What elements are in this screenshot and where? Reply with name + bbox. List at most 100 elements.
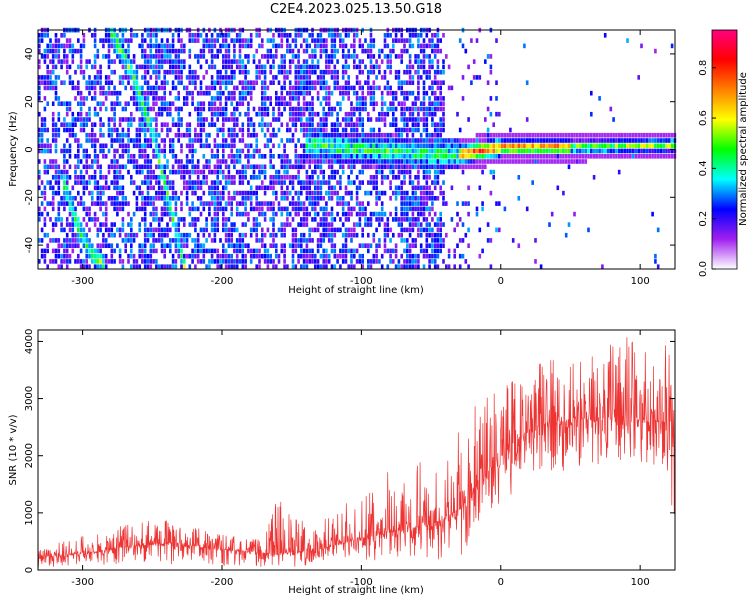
heatmap-cell bbox=[308, 253, 311, 259]
heatmap-cell bbox=[85, 264, 88, 269]
heatmap-cell bbox=[110, 232, 114, 238]
heatmap-cell bbox=[219, 43, 222, 49]
heatmap-cell bbox=[433, 122, 437, 127]
heatmap-cell bbox=[288, 190, 292, 196]
heatmap-cell bbox=[166, 211, 169, 217]
heatmap-cell bbox=[442, 80, 445, 85]
heatmap-cell bbox=[143, 75, 147, 80]
heatmap-cell bbox=[74, 138, 77, 143]
heatmap-cell bbox=[38, 59, 41, 64]
heatmap-cell bbox=[341, 222, 345, 227]
heatmap-cell bbox=[96, 190, 100, 196]
heatmap-cell bbox=[280, 101, 284, 106]
heatmap-cell bbox=[77, 117, 80, 122]
heatmap-cell bbox=[300, 127, 303, 133]
heatmap-cells bbox=[38, 27, 677, 269]
heatmap-cell bbox=[333, 154, 337, 159]
heatmap-cell bbox=[288, 201, 292, 206]
heatmap-cell bbox=[233, 90, 236, 96]
heatmap-cell bbox=[403, 117, 406, 122]
heatmap-cell bbox=[141, 48, 144, 54]
heatmap-cell bbox=[261, 43, 264, 49]
heatmap-cell bbox=[163, 138, 166, 143]
heatmap-cell bbox=[314, 190, 317, 196]
heatmap-cell bbox=[484, 132, 487, 138]
heatmap-cell bbox=[79, 264, 83, 269]
heatmap-cell bbox=[537, 143, 540, 149]
heatmap-cell bbox=[57, 264, 61, 269]
heatmap-cell bbox=[422, 80, 426, 85]
heatmap-cell bbox=[138, 90, 141, 96]
heatmap-cell bbox=[294, 85, 298, 91]
heatmap-cell bbox=[406, 106, 409, 112]
heatmap-cell bbox=[49, 238, 52, 243]
heatmap-cell bbox=[216, 143, 219, 149]
heatmap-cell bbox=[191, 148, 194, 154]
heatmap-cell bbox=[520, 154, 523, 159]
heatmap-cell bbox=[637, 148, 640, 154]
heatmap-cell bbox=[54, 143, 58, 149]
heatmap-cell bbox=[322, 159, 325, 164]
heatmap-cell bbox=[378, 143, 381, 149]
heatmap-cell bbox=[456, 222, 459, 227]
heatmap-cell bbox=[222, 59, 225, 64]
heatmap-cell bbox=[520, 138, 523, 143]
heatmap-cell bbox=[160, 175, 164, 180]
heatmap-cell bbox=[392, 143, 395, 149]
heatmap-cell bbox=[355, 117, 359, 122]
heatmap-cell bbox=[367, 154, 370, 159]
heatmap-cell bbox=[116, 43, 119, 49]
heatmap-cell bbox=[369, 69, 373, 75]
heatmap-cell bbox=[155, 48, 158, 54]
heatmap-cell bbox=[54, 90, 58, 96]
heatmap-cell bbox=[322, 211, 325, 217]
heatmap-cell bbox=[79, 238, 83, 243]
heatmap-cell bbox=[414, 143, 417, 149]
heatmap-cell bbox=[205, 201, 208, 206]
heatmap-cell bbox=[141, 38, 144, 43]
heatmap-cell bbox=[202, 180, 206, 185]
heatmap-cell bbox=[171, 43, 175, 49]
heatmap-cell bbox=[185, 101, 189, 106]
heatmap-cell bbox=[442, 259, 445, 264]
heatmap-cell bbox=[85, 154, 88, 159]
heatmap-cell bbox=[445, 154, 448, 159]
heatmap-cell bbox=[478, 227, 482, 233]
heatmap-cell bbox=[104, 75, 108, 80]
heatmap-cell bbox=[91, 85, 94, 91]
heatmap-cell bbox=[121, 38, 125, 43]
heatmap-cell bbox=[38, 169, 41, 175]
heatmap-cell bbox=[300, 243, 303, 248]
heatmap-cell bbox=[102, 259, 105, 264]
heatmap-cell bbox=[336, 122, 339, 127]
heatmap-cell bbox=[341, 201, 345, 206]
heatmap-cell bbox=[361, 154, 364, 159]
heatmap-cell bbox=[436, 222, 440, 227]
heatmap-cell bbox=[302, 59, 306, 64]
snr-frame bbox=[37, 329, 676, 571]
heatmap-cell bbox=[280, 90, 284, 96]
heatmap-cell bbox=[358, 96, 362, 101]
heatmap-cell bbox=[180, 80, 183, 85]
heatmap-cell bbox=[573, 211, 576, 217]
heatmap-cell bbox=[330, 217, 334, 222]
heatmap-cell bbox=[54, 253, 58, 259]
heatmap-cell bbox=[244, 196, 247, 201]
heatmap-cell bbox=[113, 127, 116, 133]
heatmap-cell bbox=[461, 201, 465, 206]
heatmap-cell bbox=[300, 106, 303, 112]
heatmap-cell bbox=[68, 164, 72, 170]
heatmap-cell bbox=[233, 69, 236, 75]
heatmap-cell bbox=[417, 148, 420, 154]
heatmap-cell bbox=[408, 33, 412, 38]
heatmap-cell bbox=[177, 33, 180, 38]
heatmap-cell bbox=[63, 43, 66, 49]
heatmap-cell bbox=[233, 75, 236, 80]
heatmap-cell bbox=[308, 69, 311, 75]
heatmap-cell bbox=[559, 132, 562, 138]
heatmap-cell bbox=[194, 132, 197, 138]
heatmap-cell bbox=[141, 180, 144, 185]
heatmap-cell bbox=[65, 148, 69, 154]
heatmap-cell bbox=[486, 148, 490, 154]
heatmap-cell bbox=[464, 148, 468, 154]
